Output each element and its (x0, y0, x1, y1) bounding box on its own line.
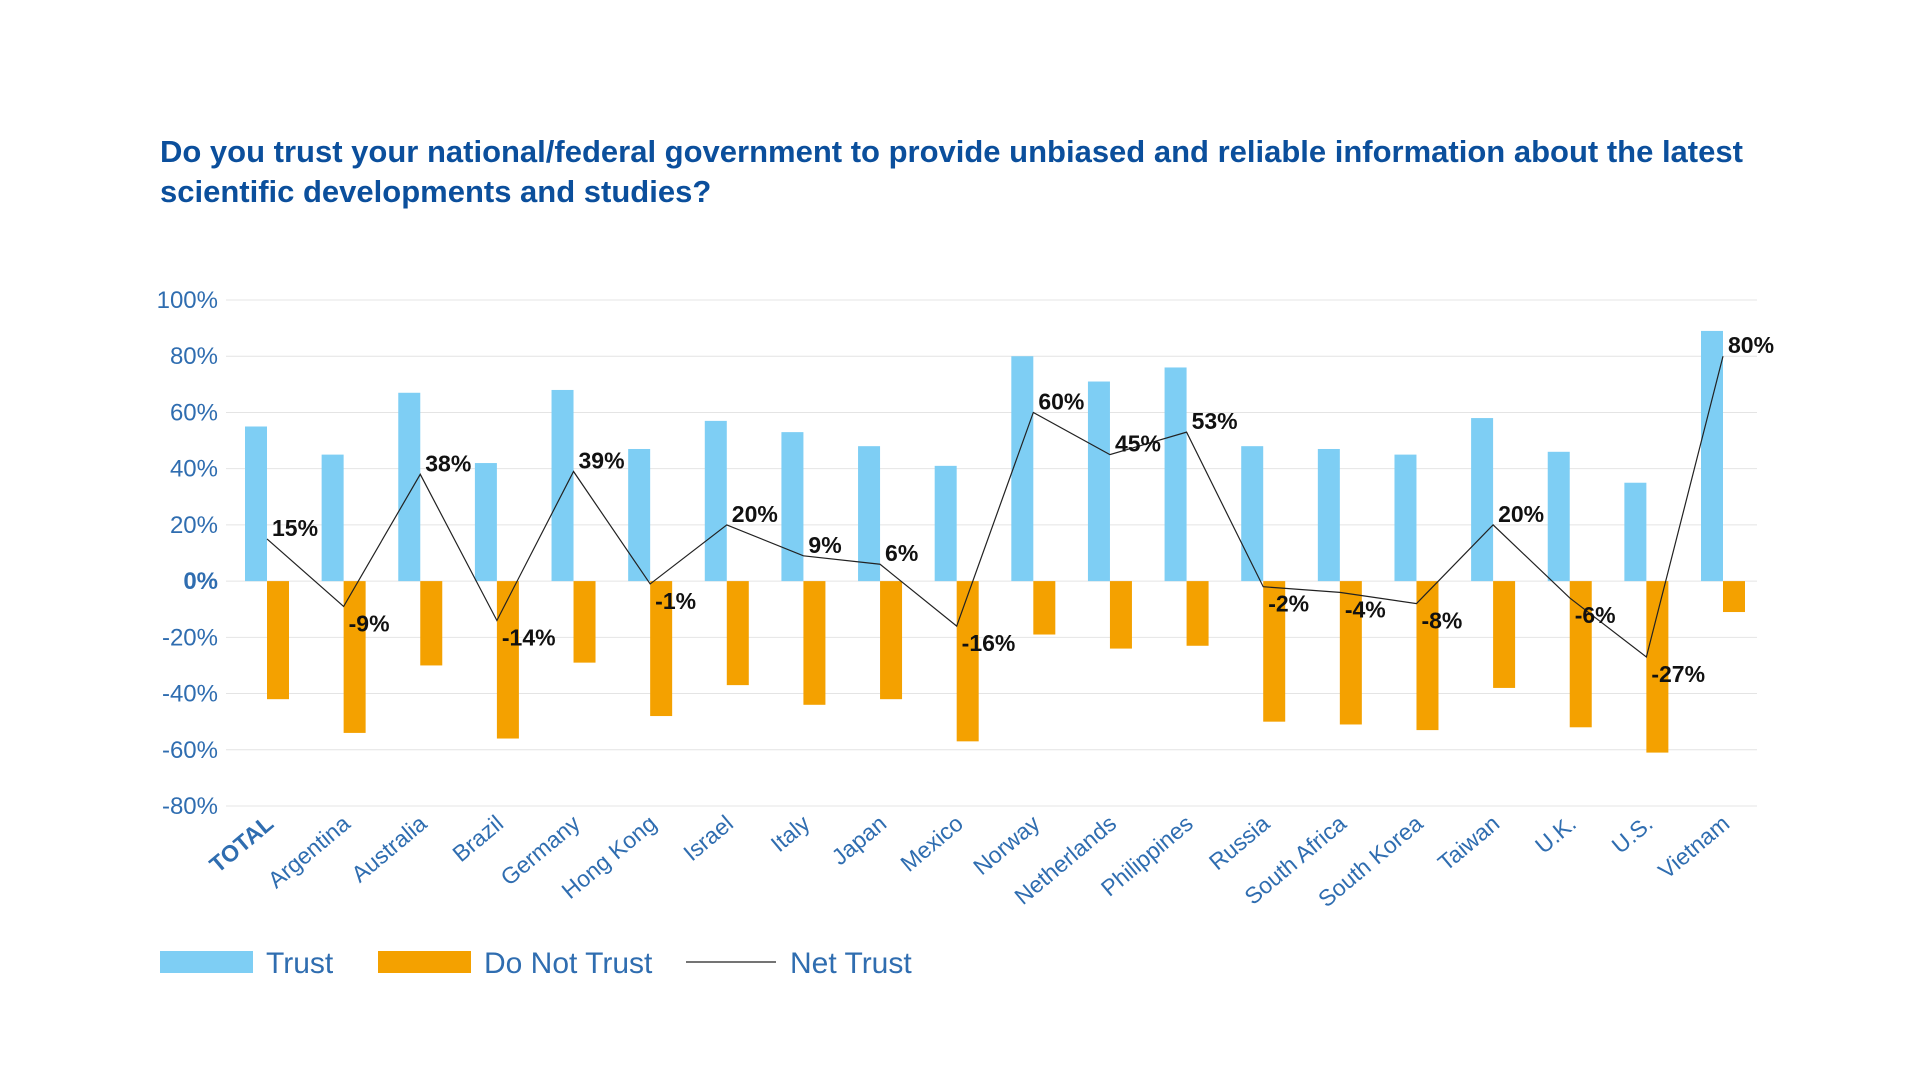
do-not-trust-bar (267, 581, 289, 700)
net-trust-label: 39% (579, 447, 625, 473)
net-trust-label: 20% (732, 501, 778, 527)
trust-bar (1394, 454, 1417, 582)
category-label: TOTAL (204, 810, 278, 878)
category-label: Italy (766, 810, 815, 857)
category-label: Russia (1204, 810, 1275, 875)
legend-do-not-trust-swatch (378, 951, 471, 973)
trust-bar (474, 463, 497, 582)
y-tick-label: -80% (162, 793, 218, 820)
category-label: Australia (346, 810, 431, 888)
y-tick-label: 80% (170, 343, 218, 370)
category-label: Japan (827, 810, 892, 870)
category-label: Brazil (447, 810, 508, 867)
trust-bar (1317, 448, 1340, 582)
y-tick-label: 40% (170, 456, 218, 483)
legend-trust-swatch (160, 951, 253, 973)
do-not-trust-bar (496, 581, 519, 739)
category-label: Israel (678, 810, 738, 866)
category-label: Vietnam (1653, 810, 1734, 884)
do-not-trust-bar (343, 581, 366, 733)
trust-bar (1164, 367, 1187, 582)
y-tick-label: 100% (157, 287, 218, 314)
do-not-trust-bar (803, 581, 826, 705)
do-not-trust-bar (726, 581, 749, 686)
net-trust-label: 45% (1115, 431, 1161, 457)
category-label: Argentina (263, 810, 355, 893)
net-trust-label: 53% (1192, 408, 1238, 434)
do-not-trust-bar (573, 581, 596, 663)
trust-bar (704, 420, 727, 582)
category-label: U.S. (1607, 810, 1658, 859)
net-trust-label: 15% (272, 515, 318, 541)
do-not-trust-bar (1416, 581, 1439, 731)
trust-bar (1011, 356, 1034, 582)
category-label: U.K. (1530, 810, 1581, 859)
do-not-trust-bar (1263, 581, 1286, 722)
net-trust-label: -27% (1651, 661, 1705, 687)
do-not-trust-bar (1339, 581, 1362, 725)
net-trust-label: 9% (808, 532, 841, 558)
net-trust-label: -9% (349, 610, 390, 636)
y-tick-label: 20% (170, 512, 218, 539)
trust-bar (245, 426, 267, 582)
trust-bar (1241, 446, 1264, 582)
trust-bar (321, 454, 344, 582)
do-not-trust-bar (880, 581, 903, 700)
y-tick-label: -60% (162, 737, 218, 764)
do-not-trust-bar (956, 581, 979, 742)
do-not-trust-bar (1033, 581, 1056, 635)
trust-bar (934, 465, 957, 582)
y-tick-label: -40% (162, 681, 218, 708)
do-not-trust-bar (650, 581, 673, 717)
trust-bar (551, 389, 574, 582)
net-trust-line (266, 356, 1724, 659)
legend-trust-label: Trust (266, 947, 334, 980)
trust-bar (1471, 418, 1494, 582)
do-not-trust-bar (1646, 581, 1669, 753)
net-trust-label: 20% (1498, 501, 1544, 527)
y-tick-label: -20% (162, 624, 218, 651)
net-trust-label: -2% (1268, 591, 1309, 617)
net-trust-label: -1% (655, 588, 696, 614)
net-trust-label: 6% (885, 540, 918, 566)
y-tick-label: 0% (183, 568, 218, 595)
net-trust-label: -6% (1575, 602, 1616, 628)
trust-bar (398, 392, 421, 582)
net-trust-label: 80% (1728, 332, 1774, 358)
do-not-trust-bar (1109, 581, 1132, 649)
trust-bar (781, 432, 804, 582)
trust-bar (1547, 451, 1570, 582)
trust-bar (1087, 381, 1110, 582)
do-not-trust-bar (420, 581, 443, 666)
do-not-trust-bar (1723, 581, 1745, 613)
category-label: Taiwan (1433, 810, 1505, 876)
legend-do-not-trust-label: Do Not Trust (484, 947, 653, 980)
y-tick-label: 60% (170, 399, 218, 426)
trust-bar (628, 448, 651, 582)
chart-title: Do you trust your national/federal gover… (160, 134, 1743, 209)
net-trust-label: 38% (425, 450, 471, 476)
legend-net-trust-label: Net Trust (790, 947, 912, 980)
do-not-trust-bar (1186, 581, 1209, 646)
net-trust-label: -14% (502, 624, 556, 650)
trust-bar (1701, 330, 1723, 582)
net-trust-label: -4% (1345, 596, 1386, 622)
net-trust-label: -16% (962, 630, 1016, 656)
net-trust-label: -8% (1421, 608, 1462, 634)
do-not-trust-bar (1569, 581, 1592, 728)
trust-bar (1624, 482, 1647, 582)
net-trust-label: 60% (1038, 388, 1084, 414)
category-label: Mexico (895, 810, 968, 877)
do-not-trust-bar (1493, 581, 1516, 688)
trust-bar (858, 446, 881, 582)
